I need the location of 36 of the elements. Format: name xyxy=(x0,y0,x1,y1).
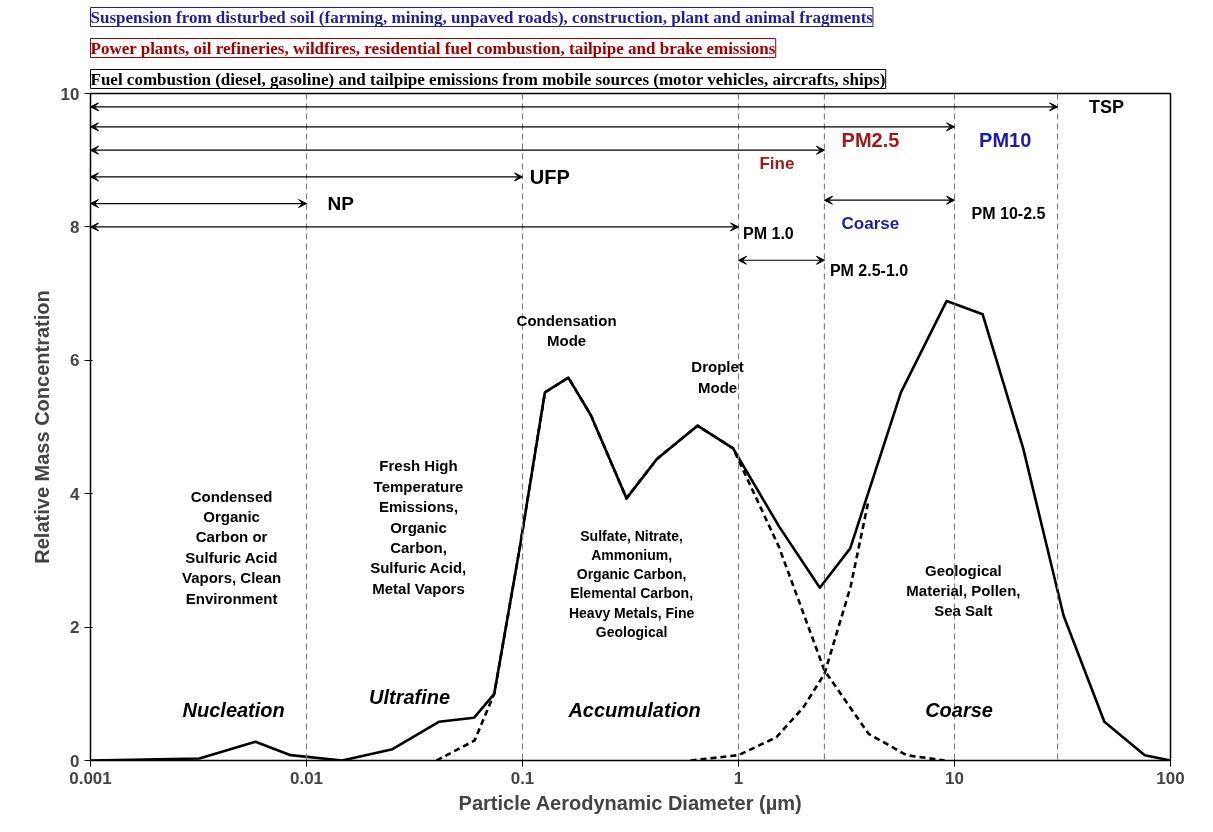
x-tick-label: 100 xyxy=(1156,768,1185,788)
x-tick-label: 1 xyxy=(733,768,744,788)
annotation: PM 10-2.5 xyxy=(971,205,1046,223)
annotation: Fine xyxy=(759,154,795,174)
annotation: Nucleation xyxy=(182,699,285,722)
annotation: NP xyxy=(327,193,355,215)
annotation: Accumulation xyxy=(567,699,701,722)
x-tick-label: 0.1 xyxy=(510,768,535,788)
text: Fuel combustion (diesel, gasoline) and tailpipe emissions from mobile sources (motor vehicles, aircrafts, ships) xyxy=(90,69,886,89)
annotation: Coarse xyxy=(841,214,900,234)
annotation: PM10 xyxy=(979,129,1032,152)
y-tick-label: 0 xyxy=(70,751,80,771)
annotation: Geological Material, Pollen, Sea Salt xyxy=(906,561,1021,620)
annotation: Droplet Mode xyxy=(691,358,744,396)
y-tick-label: 8 xyxy=(70,217,80,237)
x-tick-label: 0.01 xyxy=(289,768,324,788)
annotation: UFP xyxy=(529,165,570,188)
annotation: Condensation Mode xyxy=(516,311,617,349)
y-tick-label: 2 xyxy=(70,618,80,638)
y-tick-label: 10 xyxy=(60,84,80,104)
annotation: Coarse xyxy=(925,699,993,722)
y-axis-title: Relative Mass Concentration xyxy=(30,290,53,564)
x-tick-label: 10 xyxy=(945,768,964,788)
annotation: PM 2.5-1.0 xyxy=(829,261,909,279)
annotation: TSP xyxy=(1089,96,1125,117)
text: Power plants, oil refineries, wildfires, residential fuel combustion, tailpipe and brake emissions xyxy=(90,38,776,58)
annotation: PM2.5 xyxy=(841,129,900,152)
annotation: Fresh High Temperature Emissions, Organic Carbon, Sulfuric Acid, Metal Vapors xyxy=(370,457,467,597)
y-tick-label: 4 xyxy=(70,484,81,504)
annotation: Sulfate, Nitrate, Ammonium, Organic Carbon, Elemental Carbon, Heavy Metals, Fine Geological xyxy=(568,527,695,640)
x-axis-title: Particle Aerodynamic Diameter (µm) xyxy=(458,791,802,814)
annotation: PM 1.0 xyxy=(743,225,794,243)
x-tick-label: 0.001 xyxy=(69,768,112,788)
y-tick-label: 6 xyxy=(70,351,80,371)
annotation: Ultrafine xyxy=(369,686,451,709)
annotation: Condensed Organic Carbon or Sulfuric Acid Vapors, Clean Environment xyxy=(181,487,282,607)
